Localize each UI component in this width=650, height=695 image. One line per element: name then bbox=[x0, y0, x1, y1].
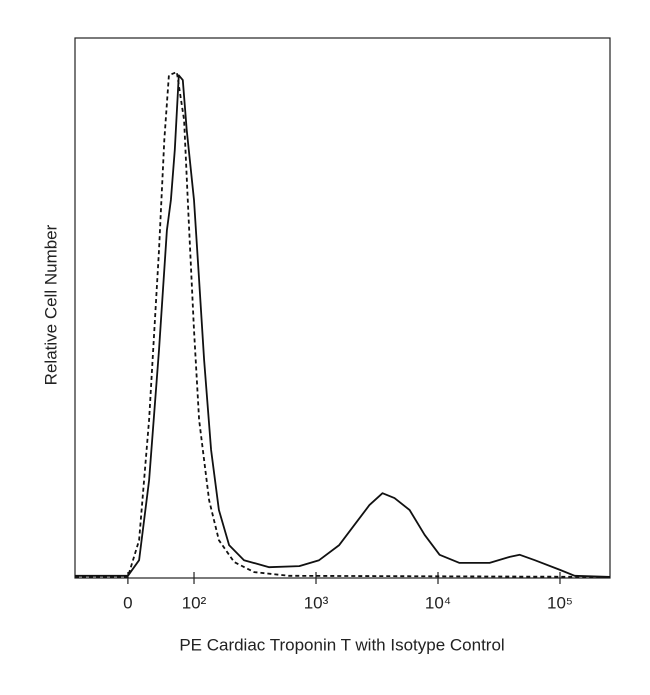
x-tick-label: 10³ bbox=[304, 593, 329, 612]
x-tick-label: 10⁵ bbox=[547, 593, 573, 612]
x-tick-label: 10² bbox=[182, 593, 207, 612]
plot-frame bbox=[74, 37, 611, 579]
histogram-line bbox=[75, 74, 611, 578]
histogram-line bbox=[75, 71, 611, 578]
x-axis-label: PE Cardiac Troponin T with Isotype Contr… bbox=[179, 635, 504, 654]
y-axis-label: Relative Cell Number bbox=[41, 224, 60, 385]
x-tick-label: 10⁴ bbox=[425, 593, 451, 612]
x-tick-label: 0 bbox=[123, 593, 132, 612]
